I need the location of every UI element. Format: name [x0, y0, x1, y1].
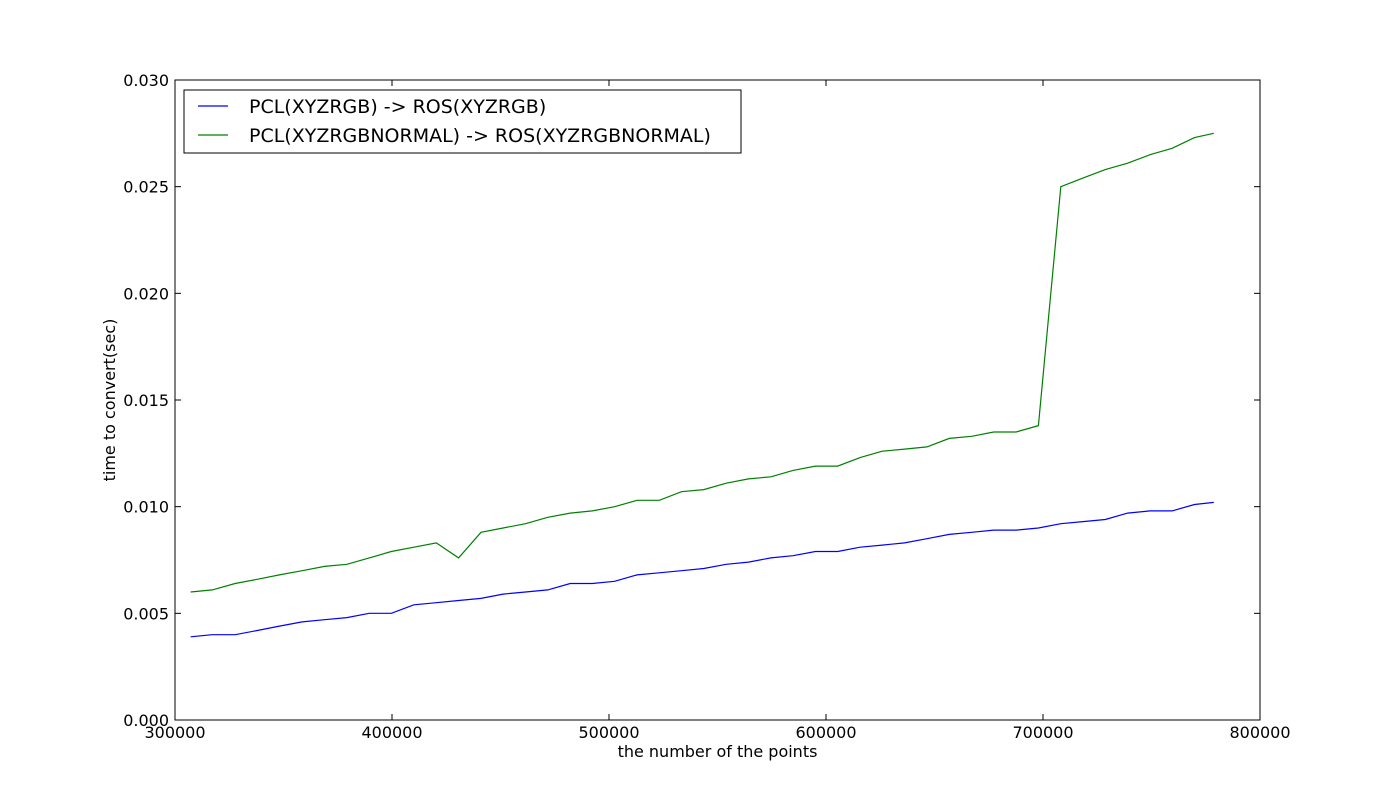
legend-box: [183, 89, 742, 154]
x-tick-label: 700000: [1012, 723, 1073, 742]
y-axis-label: time to convert(sec): [100, 319, 119, 482]
series-layer: [190, 132, 1214, 638]
legend: PCL(XYZRGB) -> ROS(XYZRGB) PCL(XYZRGBNOR…: [183, 89, 742, 154]
y-tick-label: 0.030: [123, 71, 169, 90]
y-tick-label: 0.020: [123, 284, 169, 303]
y-tick-label: 0.000: [123, 711, 169, 730]
series-line-2: [190, 132, 1214, 593]
y-tick-label: 0.005: [123, 604, 169, 623]
ticks-layer: 300000 400000 500000 600000 700000 800000 0.00…: [123, 71, 1290, 742]
x-tick-label: 800000: [1229, 723, 1290, 742]
x-tick-label: 300000: [144, 723, 205, 742]
x-tick-label: 500000: [578, 723, 639, 742]
x-axis-label: the number of the points: [618, 742, 818, 761]
y-tick-label: 0.010: [123, 498, 169, 517]
legend-label-series-2: PCL(XYZRGBNORMAL) -> ROS(XYZRGBNORMAL): [249, 125, 711, 147]
y-tick-label: 0.025: [123, 178, 169, 197]
series-line-1: [190, 501, 1214, 638]
x-tick-label: 600000: [795, 723, 856, 742]
x-tick-label: 400000: [361, 723, 422, 742]
y-tick-label: 0.015: [123, 391, 169, 410]
legend-label-series-1: PCL(XYZRGB) -> ROS(XYZRGB): [249, 96, 546, 118]
